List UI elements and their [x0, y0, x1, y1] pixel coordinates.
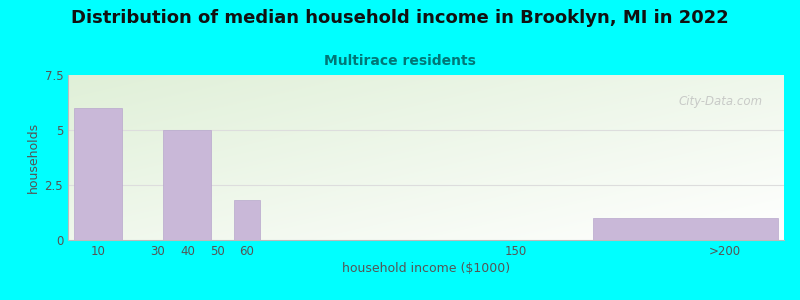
- Bar: [234, 200, 261, 240]
- Text: Multirace residents: Multirace residents: [324, 54, 476, 68]
- Y-axis label: households: households: [27, 122, 40, 193]
- X-axis label: household income ($1000): household income ($1000): [342, 262, 510, 275]
- Text: Distribution of median household income in Brooklyn, MI in 2022: Distribution of median household income …: [71, 9, 729, 27]
- Bar: [593, 218, 778, 240]
- Bar: [74, 108, 122, 240]
- Bar: [163, 130, 211, 240]
- Text: City-Data.com: City-Data.com: [678, 95, 762, 108]
